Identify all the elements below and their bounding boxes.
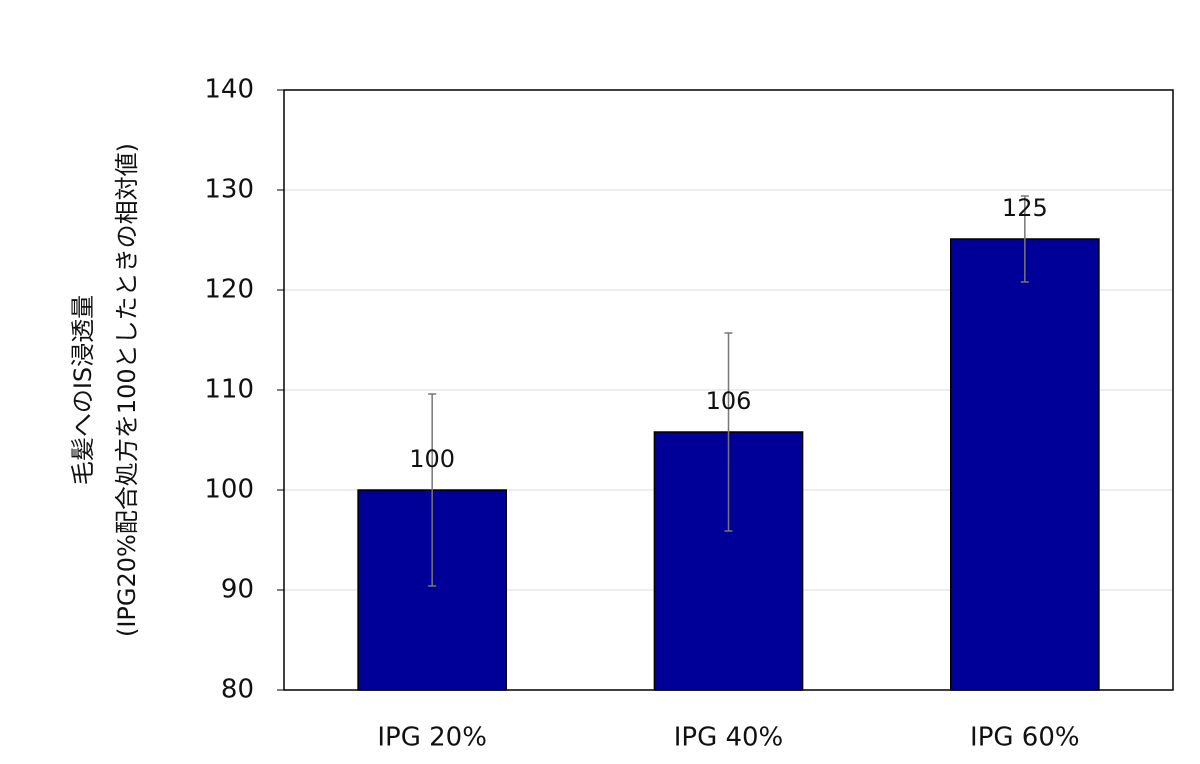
y-axis-label: 毛髪へのIS浸透量 [69, 295, 97, 485]
y-tick-label: 140 [204, 75, 254, 105]
y-tick-label: 90 [221, 575, 254, 605]
y-tick-label: 110 [204, 375, 254, 405]
y-tick-label: 120 [204, 275, 254, 305]
x-tick-label: IPG 40% [674, 723, 784, 753]
value-label: 100 [409, 445, 455, 473]
y-tick-label: 80 [221, 675, 254, 705]
y-axis-label: (IPG20%配合処方を100としたときの相対値) [113, 143, 141, 637]
x-tick-label: IPG 60% [970, 723, 1080, 753]
plot-frame [283, 89, 1174, 691]
bar [950, 238, 1100, 691]
x-tick-label: IPG 20% [377, 723, 487, 753]
y-tick-label: 100 [204, 475, 254, 505]
value-label: 125 [1002, 194, 1048, 222]
value-label: 106 [706, 387, 752, 415]
y-tick-label: 130 [204, 175, 254, 205]
